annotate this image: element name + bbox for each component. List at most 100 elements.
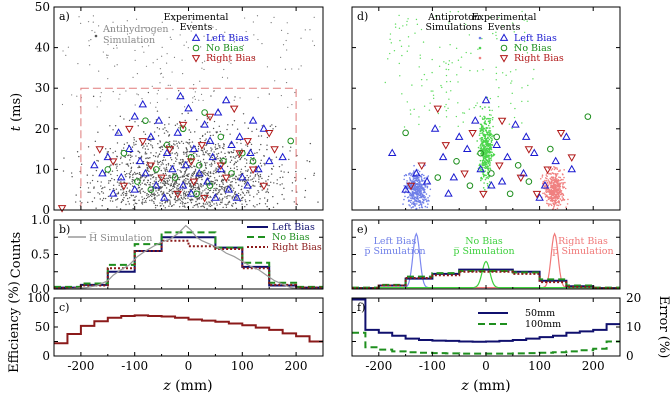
hbar-sim-dot: [115, 44, 118, 46]
data-point-left-bias: [221, 95, 231, 104]
hbar-sim-dot: [132, 194, 135, 197]
pbar-sim-nobias-dot: [489, 97, 492, 100]
pbar-sim-nobias-dot: [488, 109, 491, 112]
hbar-sim-dot: [79, 200, 81, 202]
hbar-sim-dot: [285, 81, 288, 84]
pbar-sim-nobias-dot: [488, 159, 491, 161]
hbar-sim-dot: [222, 183, 224, 186]
pbar-sim-right-dot: [562, 182, 565, 184]
data-point-no-bias: [104, 166, 112, 173]
hbar-sim-dot: [233, 187, 235, 189]
pbar-sim-nobias-dot: [479, 145, 482, 147]
hbar-sim-dot: [122, 147, 125, 149]
hbar-sim-dot: [203, 206, 206, 209]
pbar-sim-nobias-dot: [492, 155, 494, 157]
hbar-sim-dot: [266, 148, 268, 151]
hbar-sim-dot: [195, 153, 198, 156]
data-point-left-bias: [184, 103, 193, 112]
hbar-sim-dot: [157, 162, 159, 164]
hbar-sim-dot: [129, 154, 132, 156]
hbar-sim-dot: [194, 170, 197, 172]
pbar-sim-right-dot: [559, 198, 562, 200]
data-point-left-bias: [401, 185, 410, 193]
simulation-legend-label: Simulation: [103, 35, 155, 46]
pbar-sim-right-dot: [555, 167, 558, 169]
hbar-sim-dot: [158, 194, 160, 196]
data-point-right-bias: [221, 174, 231, 183]
hbar-sim-dot: [116, 142, 119, 144]
data-point-left-bias: [200, 120, 209, 128]
pbar-sim-left-dot: [427, 175, 430, 177]
data-point-no-bias: [201, 109, 208, 116]
hbar-sim-dot: [154, 160, 156, 162]
hbar-sim-dot: [217, 165, 219, 168]
hbar-sim-dot: [245, 200, 247, 203]
hbar-sim-dot: [194, 98, 196, 100]
pbar-sim-right-dot: [554, 186, 557, 189]
hbar-sim-dot: [112, 152, 114, 154]
hbar-sim-dot: [209, 131, 211, 133]
hbar-sim-dot: [188, 185, 191, 187]
hbar-sim-dot: [206, 208, 208, 210]
pbar-sim-nobias-dot: [451, 62, 453, 64]
hbar-sim-dot: [244, 205, 246, 208]
pbar-sim-left-dot: [419, 203, 422, 205]
pbar-sim-nobias-dot: [491, 116, 494, 119]
hbar-sim-dot: [86, 182, 89, 184]
hbar-sim-dot: [165, 129, 168, 132]
hbar-sim-dot: [201, 149, 203, 152]
x-tick-label: -100: [121, 359, 148, 373]
hbar-sim-dot: [215, 157, 218, 159]
data-point-no-bias: [217, 133, 225, 141]
hbar-sim-dot: [189, 183, 192, 185]
hbar-sim-dot: [169, 153, 172, 155]
pbar-sim-left-dot: [420, 196, 422, 198]
hbar-sim-dot: [70, 172, 73, 174]
y-tick-label: 40: [35, 41, 50, 55]
pbar-sim-right-dot: [556, 178, 558, 180]
data-point-right-bias: [468, 129, 477, 138]
y-tick-label: 50: [35, 0, 50, 14]
pbar-sim-nobias-dot: [480, 140, 482, 142]
hbar-sim-dot: [217, 143, 220, 145]
pbar-sim-left-dot: [403, 174, 406, 177]
hbar-sim-dot: [278, 165, 281, 168]
pbar-sim-nobias-dot: [407, 36, 410, 38]
pbar-sim-nobias-dot: [447, 63, 450, 66]
hbar-sim-dot: [221, 200, 223, 202]
hbar-sim-dot: [151, 188, 153, 191]
hbar-sim-dot: [80, 22, 82, 24]
hbar-sim-dot: [230, 156, 232, 158]
hbar-sim-dot: [186, 178, 189, 180]
hbar-sim-dot: [231, 184, 233, 186]
data-point-no-bias: [466, 182, 474, 189]
y-tick-label: 0: [42, 203, 50, 217]
legend-label: Left Bias: [514, 33, 557, 44]
pbar-sim-nobias-dot: [446, 80, 448, 83]
hbar-sim-dot: [118, 182, 120, 184]
pbar-sim-left-dot: [413, 188, 416, 190]
pbar-sim-nobias-dot: [490, 118, 492, 120]
hbar-sim-dot: [201, 192, 203, 194]
hbar-sim-dot: [169, 146, 172, 149]
hbar-sim-dot: [116, 155, 118, 158]
hbar-sim-dot: [252, 196, 255, 198]
hbar-sim-dot: [97, 160, 100, 162]
hbar-sim-dot: [133, 171, 136, 174]
pbar-sim-right-dot: [556, 196, 558, 199]
hbar-sim-dot: [173, 162, 175, 165]
hbar-sim-dot: [93, 187, 95, 189]
hbar-sim-dot: [168, 189, 171, 191]
hbar-sim-dot: [188, 191, 190, 193]
hbar-sim-dot: [223, 172, 226, 174]
data-point-no-bias: [134, 178, 141, 185]
pbar-sim-nobias-dot: [490, 140, 493, 142]
hbar-sim-dot: [90, 39, 92, 41]
hbar-sim-dot: [150, 140, 152, 142]
panel-f-frame: [351, 297, 621, 357]
pbar-sim-left-dot: [414, 204, 416, 207]
hbar-sim-dot: [274, 80, 276, 82]
hbar-sim-dot: [193, 95, 195, 98]
hbar-sim-dot: [169, 203, 171, 205]
hbar-sim-dot: [153, 193, 155, 195]
